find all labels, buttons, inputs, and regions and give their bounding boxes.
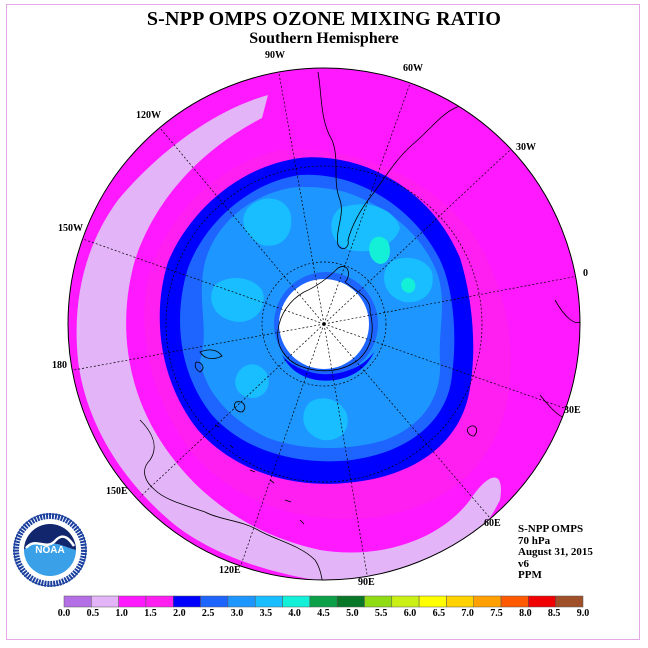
colorbar-tick-label: 2.0	[173, 608, 186, 619]
map-subtitle: Southern Hemisphere	[249, 30, 399, 47]
lon-label-150e: 150E	[106, 486, 128, 497]
coast-antarctica	[277, 266, 373, 372]
graticule	[73, 68, 579, 580]
lon-label-0: 0	[583, 268, 588, 279]
meridian-120e	[239, 323, 325, 569]
coast-islands	[214, 424, 305, 525]
contour-3-5-region-f	[235, 364, 269, 398]
meridian-60w	[323, 77, 413, 325]
colorbar-swatch	[118, 595, 147, 608]
colorbar-tick-label: 7.5	[490, 608, 503, 619]
lon-label-120e: 120E	[219, 565, 241, 576]
colorbar-tick-label: 0.0	[57, 608, 71, 619]
lon-label-30w: 30W	[516, 142, 536, 153]
colorbar-tick-label: 4.0	[288, 608, 301, 619]
colorbar-swatch	[173, 595, 201, 608]
colorbar-tick-label: 5.0	[346, 608, 359, 619]
coastlines	[139, 71, 580, 580]
colorbar-tick-label: 4.5	[317, 608, 330, 619]
colorbar-swatch	[91, 595, 119, 608]
colorbar-tick-label: 0.5	[86, 608, 100, 619]
noaa-logo: NOAA	[13, 513, 87, 587]
lon-label-90w: 90W	[265, 50, 285, 61]
lon-label-90e: 90E	[358, 577, 375, 588]
latitude-circle-75s	[261, 261, 387, 387]
colorbar-swatch	[446, 595, 474, 608]
colorbar-swatch	[309, 595, 338, 608]
colorbar-swatch	[282, 595, 311, 608]
colorbar-swatch	[63, 595, 92, 608]
colorbar-swatch	[336, 595, 365, 608]
colorbar-tick-label: 3.0	[230, 608, 244, 619]
colorbar-swatch	[528, 595, 556, 608]
meridian-120w	[159, 127, 325, 325]
colorbar-tick-label: 8.0	[519, 608, 532, 619]
colorbar-tick-label: 2.5	[201, 608, 215, 619]
coast-madagascar	[467, 425, 477, 437]
info-level: 70 hPa	[518, 534, 551, 547]
colorbar-tick-label: 1.5	[144, 608, 157, 619]
meridian-90w	[277, 68, 325, 325]
lon-label-60e: 60E	[484, 518, 501, 529]
noaa-logo-text: NOAA	[35, 545, 64, 556]
lon-label-120w: 120W	[136, 110, 161, 121]
info-units: PPM	[518, 569, 542, 581]
map-title: S-NPP OMPS OZONE MIXING RATIO	[146, 8, 502, 30]
colorbar-swatch	[200, 595, 229, 608]
globe-outline	[67, 67, 581, 581]
colorbar-swatch	[473, 595, 502, 608]
lon-label-180: 180	[52, 360, 67, 371]
meridian-60e	[323, 323, 491, 519]
meridian-150w	[79, 237, 325, 325]
coast-south-america	[317, 71, 486, 249]
contour-3-5-region-e	[303, 398, 348, 441]
lon-label-60w: 60W	[403, 63, 423, 74]
south-pole-dot	[322, 322, 326, 326]
meridian-0	[323, 275, 579, 325]
info-date: August 31, 2015	[518, 546, 593, 558]
meridian-30e	[323, 323, 571, 411]
colorbar-swatch	[364, 595, 393, 608]
colorbar-swatch	[391, 595, 420, 608]
colorbar-tick-label: 8.5	[547, 608, 561, 619]
contour-4-0-region-a	[369, 236, 390, 264]
colorbar-tick-label: 6.5	[432, 608, 446, 619]
colorbar-tick-label: 5.5	[374, 608, 388, 619]
colorbar-tick-label: 1.0	[115, 608, 128, 619]
colorbar-tick-label: 3.5	[259, 608, 273, 619]
latitude-circle-50s	[165, 165, 483, 483]
colorbar-swatch	[227, 595, 256, 608]
colorbar-swatch	[500, 595, 529, 608]
colorbar-tick-label: 6.0	[403, 608, 417, 619]
lon-label-30e: 30E	[564, 405, 581, 416]
info-instrument: S-NPP OMPS	[518, 523, 584, 535]
contour-0-5-region	[76, 95, 501, 580]
coast-africa	[554, 299, 580, 324]
contour-3-5-region-a	[243, 198, 292, 246]
meridian-30w	[323, 149, 511, 325]
lon-label-150w: 150W	[58, 223, 83, 234]
contour-4-0-region-b	[401, 277, 416, 293]
ozone-contours	[68, 68, 580, 580]
colorbar-tick-label: 7.0	[461, 608, 474, 619]
colorbar-swatch	[254, 595, 283, 608]
colorbar	[63, 595, 584, 608]
info-version: v6	[518, 557, 529, 570]
colorbar-swatch	[418, 595, 447, 608]
coast-tasmania	[234, 401, 246, 413]
meridian-90e	[323, 323, 369, 580]
coast-new-zealand	[194, 349, 223, 373]
colorbar-swatch	[145, 595, 174, 608]
colorbar-tick-label: 9.0	[576, 608, 590, 619]
figure-frame	[6, 4, 640, 640]
coast-australia	[139, 419, 331, 580]
colorbar-swatch	[555, 595, 584, 608]
contour-2-0-polar-arc	[282, 352, 374, 381]
info-block: S-NPP OMPS 70 hPa August 31, 2015 v6 PPM	[518, 523, 593, 582]
